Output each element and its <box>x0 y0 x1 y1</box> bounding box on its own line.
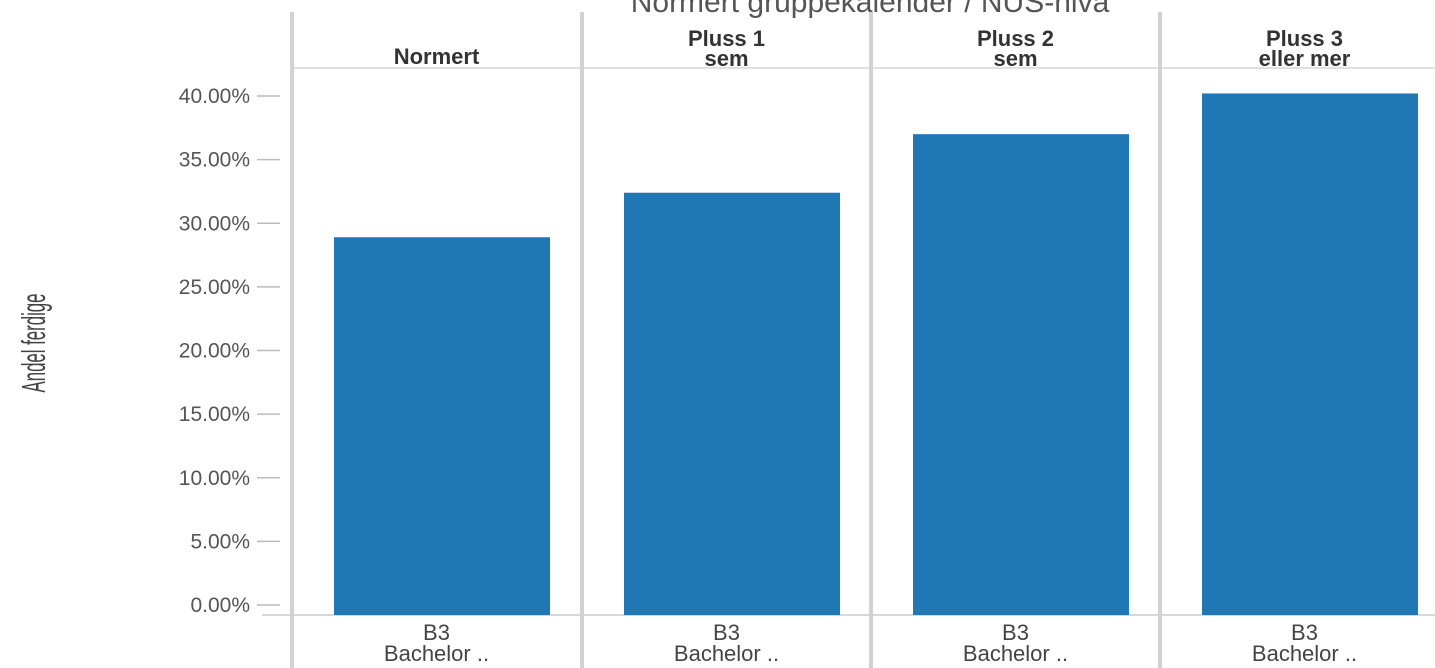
y-tick-label: 25.00% <box>179 276 250 299</box>
x-category-label: B3 <box>1291 620 1318 645</box>
x-category-label: Bachelor .. <box>674 641 779 666</box>
bar <box>1202 93 1418 615</box>
y-tick-label: 35.00% <box>179 149 250 172</box>
panel-header-label: Normert <box>394 44 480 69</box>
chart-title: Normert gruppekalender / NUS-nivå <box>631 0 1110 19</box>
x-category-label: Bachelor .. <box>963 641 1068 666</box>
y-axis-ticks: 0.00% 5.00% 10.00% 15.00% 20.00% 25.00% 30.00%… <box>179 85 280 617</box>
x-category-label: Bachelor .. <box>384 641 489 666</box>
y-axis-label: Andel ferdige <box>15 294 53 393</box>
x-category-label: B3 <box>713 620 740 645</box>
panel-header-label: eller mer <box>1259 46 1351 71</box>
bar <box>913 134 1129 616</box>
y-tick-label: 15.00% <box>179 403 250 426</box>
x-category-label: Bachelor .. <box>1252 641 1357 666</box>
y-tick-label: 30.00% <box>179 212 250 235</box>
panel-header-label: Pluss 3 <box>1266 26 1343 51</box>
y-tick-label: 40.00% <box>179 85 250 108</box>
panel-header-label: sem <box>704 46 748 71</box>
y-tick-label: 10.00% <box>179 467 250 490</box>
y-tick-label: 5.00% <box>190 530 250 553</box>
y-tick-label: 0.00% <box>190 594 250 617</box>
x-category-label: B3 <box>1002 620 1029 645</box>
x-category-label: B3 <box>423 620 450 645</box>
bar <box>334 237 550 615</box>
panel-header-label: sem <box>993 46 1037 71</box>
panel-header-label: Pluss 2 <box>977 26 1054 51</box>
y-tick-label: 20.00% <box>179 340 250 363</box>
bar <box>624 192 840 615</box>
panel-header-label: Pluss 1 <box>688 26 765 51</box>
